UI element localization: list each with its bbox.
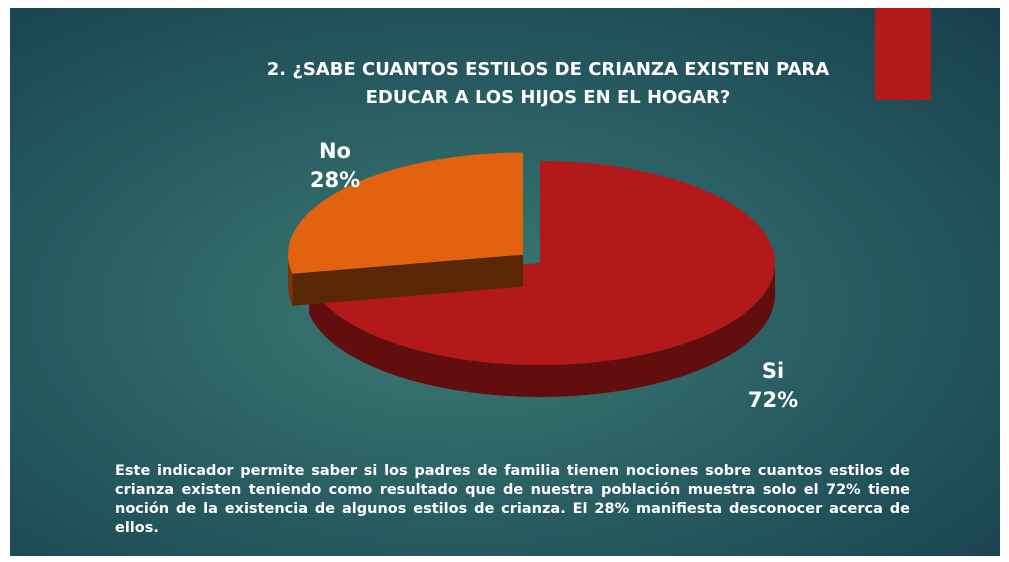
- pie: [288, 152, 776, 397]
- slice-side: [309, 263, 775, 397]
- chart: 2. ¿SABE CUANTOS ESTILOS DE CRIANZA EXIS…: [267, 8, 931, 412]
- slice-label: Si: [762, 359, 784, 383]
- slide: 2. ¿SABE CUANTOS ESTILOS DE CRIANZA EXIS…: [10, 8, 1000, 556]
- accent-bar: [875, 8, 931, 100]
- slice-side: [292, 254, 524, 306]
- slice-value-label: 28%: [310, 168, 360, 192]
- slice-label: No: [319, 139, 351, 163]
- slice: [288, 152, 524, 274]
- slice: [309, 161, 776, 366]
- slice-value-label: 72%: [748, 388, 798, 412]
- chart-title: 2. ¿SABE CUANTOS ESTILOS DE CRIANZA EXIS…: [267, 59, 830, 80]
- slice-side: [288, 254, 293, 306]
- description: Este indicador permite saber si los padr…: [115, 463, 910, 536]
- chart-title: EDUCAR A LOS HIJOS EN EL HOGAR?: [366, 87, 731, 108]
